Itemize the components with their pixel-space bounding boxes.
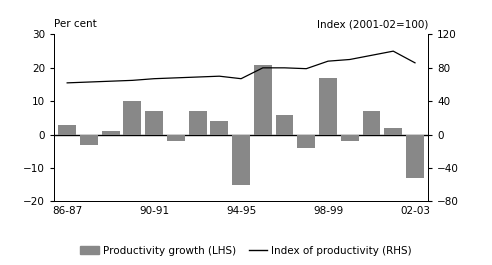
Bar: [406, 135, 424, 178]
Legend: Productivity growth (LHS), Index of productivity (RHS): Productivity growth (LHS), Index of prod…: [76, 241, 416, 260]
Bar: [102, 131, 120, 135]
Bar: [363, 111, 380, 135]
Bar: [319, 78, 337, 135]
Bar: [384, 128, 402, 135]
Text: Per cent: Per cent: [54, 19, 97, 29]
Bar: [232, 135, 250, 185]
Bar: [167, 135, 185, 141]
Bar: [254, 64, 272, 135]
Bar: [211, 121, 228, 135]
Bar: [123, 101, 141, 135]
Bar: [80, 135, 98, 145]
Bar: [341, 135, 359, 141]
Bar: [189, 111, 207, 135]
Bar: [297, 135, 315, 148]
Bar: [276, 114, 293, 135]
Bar: [145, 111, 163, 135]
Text: Index (2001-02=100): Index (2001-02=100): [317, 19, 428, 29]
Bar: [58, 125, 76, 135]
